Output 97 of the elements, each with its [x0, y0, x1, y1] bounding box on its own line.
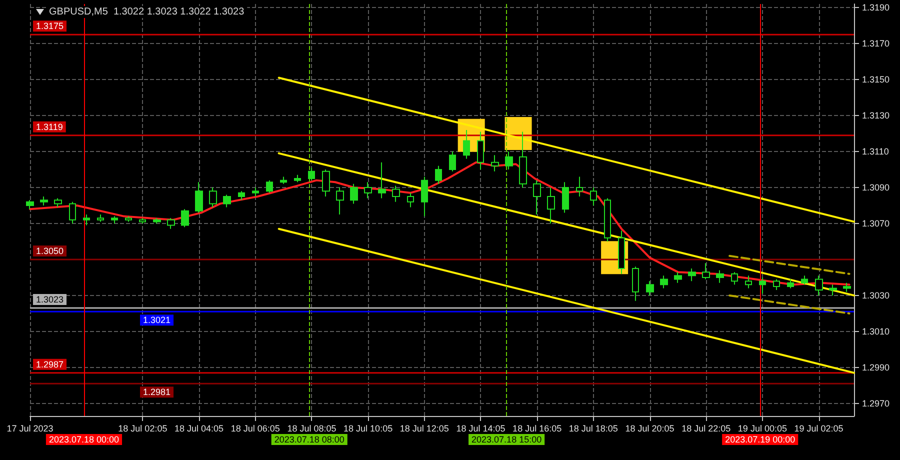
x-tick-label: 18 Jul 06:05: [230, 424, 280, 434]
candlestick: [280, 176, 287, 184]
x-tick-label: 18 Jul 20:05: [625, 424, 674, 434]
candlestick: [590, 187, 597, 206]
ref-line-label: 2023.07.18 08:00: [274, 434, 344, 444]
y-tick-label: 1.3030: [862, 290, 890, 300]
y-tick-label: 1.3010: [862, 326, 890, 336]
candlestick: [111, 216, 118, 224]
candlestick: [153, 218, 161, 224]
x-tick-label: 19 Jul 02:05: [794, 424, 844, 434]
x-tick-label: 17 Jul 2023: [6, 424, 54, 434]
candlestick: [139, 218, 146, 224]
candlestick: [54, 198, 62, 208]
y-tick-label: 1.3070: [862, 218, 890, 228]
candlestick: [533, 180, 541, 215]
candlestick: [801, 275, 808, 286]
candlestick: [505, 151, 513, 170]
candlestick: [322, 169, 330, 198]
y-tick-label: 1.3110: [862, 146, 889, 157]
ref-line-label: 2023.07.18 15:00: [472, 434, 542, 444]
x-tick-label: 18 Jul 14:05: [456, 424, 506, 434]
y-tick-label: 1.3090: [862, 182, 890, 193]
candlestick: [378, 162, 386, 199]
candlestick: [547, 187, 555, 224]
candlestick: [125, 216, 132, 222]
candlestick: [604, 198, 611, 242]
candlestick: [632, 266, 639, 302]
x-tick-label: 19 Jul 00:05: [738, 424, 787, 434]
x-tick-label: 18 Jul 10:05: [344, 424, 393, 434]
candlestick: [688, 268, 696, 282]
candlestick: [40, 196, 48, 206]
candlestick: [181, 208, 189, 228]
candlestick: [308, 167, 315, 181]
ref-line-label: 1.3021: [143, 315, 171, 326]
x-tick-label: 18 Jul 04:05: [174, 424, 224, 434]
candlestick: [26, 200, 34, 210]
x-tick-label: 18 Jul 16:05: [512, 424, 562, 434]
candlestick: [83, 214, 90, 226]
candlestick: [69, 201, 76, 224]
candlestick: [716, 270, 724, 284]
candlestick: [266, 180, 273, 194]
candlestick: [435, 165, 442, 184]
candlestick: [336, 187, 344, 215]
candlestick: [97, 214, 104, 222]
candlestick: [209, 187, 217, 208]
ref-line-label: 1.2981: [143, 387, 171, 398]
candlestick: [773, 278, 780, 291]
candlestick: [421, 176, 428, 217]
x-tick-label: 18 Jul 08:05: [287, 424, 336, 434]
x-tick-label: 18 Jul 22:05: [682, 424, 731, 434]
ref-line-label: 1.2987: [36, 359, 64, 370]
candlestick: [576, 176, 583, 198]
ref-line-label: 1.3050: [36, 246, 64, 256]
candlestick: [815, 275, 823, 296]
candlestick: [463, 129, 470, 160]
candlestick: [731, 272, 738, 286]
candlestick: [294, 174, 301, 183]
candlestick: [238, 190, 245, 201]
candlestick: [491, 154, 499, 172]
candlestick: [745, 275, 752, 289]
candlestick: [392, 185, 400, 202]
ref-line-label: 1.3023: [36, 294, 64, 305]
ref-line-label: 2023.07.18 00:00: [48, 434, 120, 444]
candlestick: [449, 151, 456, 172]
y-tick-label: 1.3150: [862, 74, 890, 85]
y-tick-label: 1.3190: [862, 2, 890, 13]
candlestick: [843, 282, 851, 292]
candlestick: [223, 194, 231, 208]
candlestick: [674, 272, 682, 284]
candlestick: [252, 187, 259, 198]
x-tick-label: 18 Jul 18:05: [568, 424, 618, 434]
candlestick: [562, 182, 569, 214]
candlestick: [787, 278, 794, 289]
candlestick: [759, 276, 766, 294]
candlestick: [519, 131, 527, 188]
line-series: [29, 161, 850, 286]
candlestick: [350, 183, 358, 204]
y-tick-label: 1.3130: [862, 110, 890, 121]
candlestick: [407, 192, 414, 208]
y-tick-label: 1.2970: [862, 398, 890, 408]
candlestick: [195, 182, 203, 214]
x-tick-label: 18 Jul 12:05: [400, 424, 449, 434]
y-tick-label: 1.3170: [862, 38, 890, 49]
ref-line-label: 1.3175: [36, 21, 64, 32]
candlestick: [829, 284, 837, 296]
candlestick: [702, 262, 710, 280]
candlestick: [364, 182, 372, 199]
candlestick: [477, 131, 484, 170]
y-tick-label: 1.2990: [862, 362, 890, 372]
candlestick: [660, 275, 668, 289]
chart-title: GBPUSD,M5 1.3022 1.3023 1.3022 1.3023: [49, 6, 245, 18]
candlestick: [618, 230, 625, 274]
candlestick: [167, 218, 175, 230]
x-tick-label: 18 Jul 02:05: [118, 424, 168, 434]
ref-line-label: 2023.07.19 00:00: [725, 434, 796, 444]
ref-line-label: 1.3119: [36, 122, 63, 132]
candlestick: [646, 280, 654, 296]
